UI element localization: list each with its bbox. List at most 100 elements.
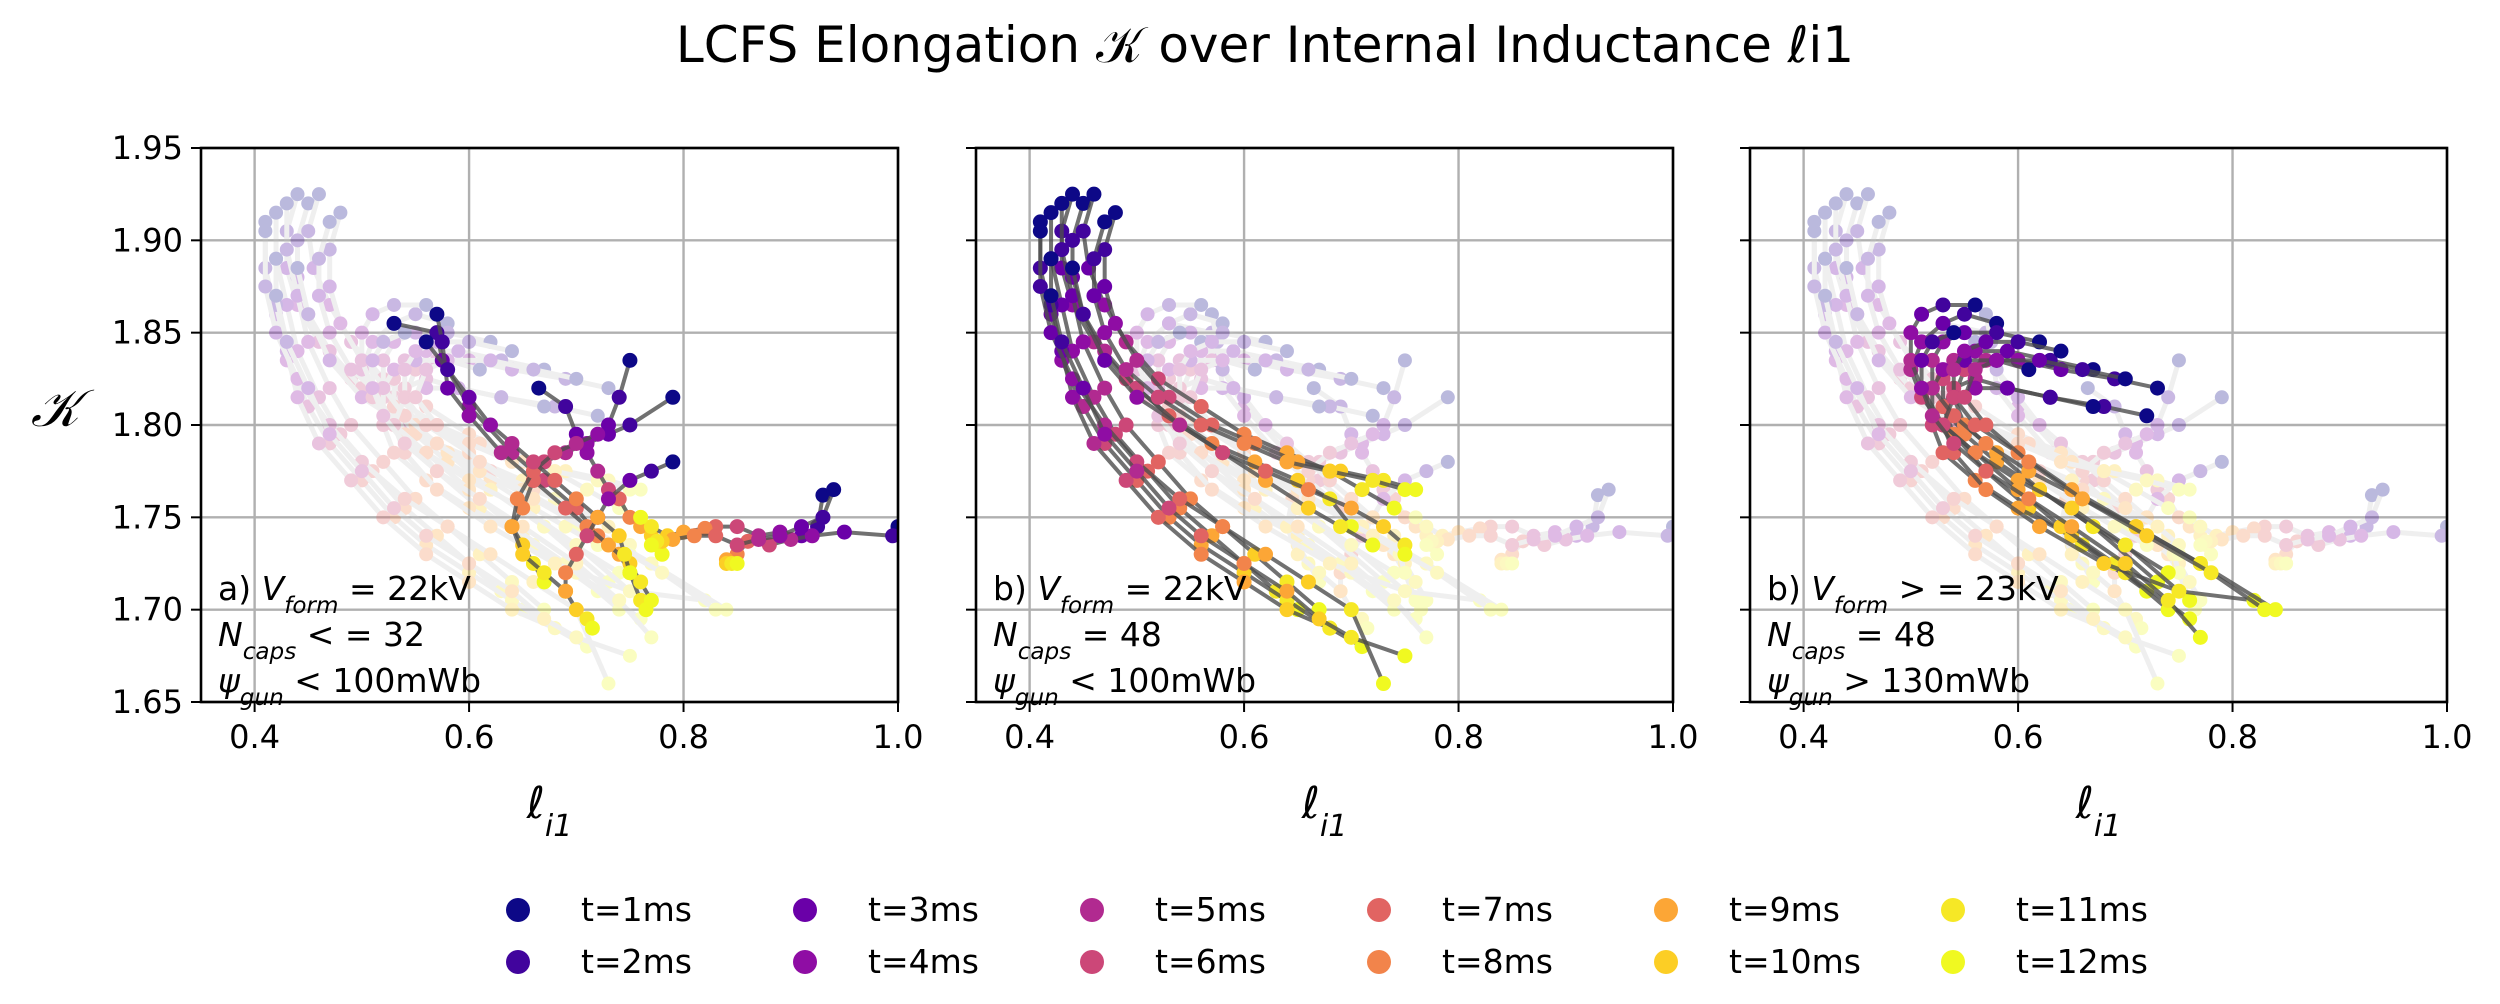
background-line	[380, 330, 653, 566]
background-point	[547, 556, 562, 571]
background-point	[2257, 528, 2272, 543]
background-line	[273, 295, 631, 659]
background-point	[1818, 325, 1833, 340]
data-point	[1397, 546, 1413, 562]
background-point	[1515, 534, 1530, 549]
background-point	[1408, 510, 1423, 525]
background-point	[601, 574, 616, 589]
data-point	[633, 574, 649, 590]
background-point	[2086, 565, 2101, 580]
background-point	[1936, 510, 1951, 525]
data-point	[579, 528, 595, 544]
background-line	[1414, 494, 1601, 539]
x-tick-label: 0.6	[1993, 718, 2044, 756]
background-point	[1215, 381, 1230, 396]
background-point	[558, 519, 573, 534]
background-point	[2150, 482, 2165, 497]
background-point	[2289, 534, 2304, 549]
data-point	[461, 408, 477, 424]
background-point	[1387, 390, 1402, 405]
background-point	[269, 307, 284, 322]
background-point	[397, 390, 412, 405]
background-point	[397, 501, 412, 516]
legend-label: t=3ms	[868, 890, 979, 929]
background-point	[504, 602, 519, 617]
data-point	[2139, 528, 2155, 544]
background-point	[1483, 519, 1498, 534]
background-point	[387, 362, 402, 377]
data-point	[536, 565, 552, 581]
legend-marker	[1941, 950, 1965, 974]
background-point	[1818, 307, 1833, 322]
background-point	[2193, 528, 2208, 543]
background-point	[429, 436, 444, 451]
background-point	[2182, 482, 2197, 497]
background-point	[2364, 510, 2379, 525]
background-point	[2053, 445, 2068, 460]
data-point	[1935, 362, 1951, 378]
background-point	[633, 482, 648, 497]
data-point	[2117, 371, 2133, 387]
panel-a-annotation-line: ψgun < 100mWb	[218, 661, 481, 711]
data-point	[1279, 602, 1295, 618]
data-point	[1193, 417, 1209, 433]
background-line	[1424, 488, 1611, 548]
background-point	[2139, 510, 2154, 525]
background-point	[2204, 547, 2219, 562]
data-point	[1065, 186, 1081, 202]
background-point	[1204, 334, 1219, 349]
data-point	[1129, 352, 1145, 368]
panel-b2-annotation-line: b) Vform > = 23kV	[1767, 569, 2059, 619]
background-point	[397, 353, 412, 368]
data-point	[2053, 343, 2069, 359]
background-point	[1151, 353, 1166, 368]
background-point	[1397, 418, 1412, 432]
background-point	[397, 427, 412, 442]
background-point	[301, 334, 316, 349]
background-point	[504, 362, 519, 377]
background-line	[370, 330, 654, 640]
data-point	[1978, 435, 1994, 451]
background-point	[322, 418, 337, 432]
background-point	[537, 611, 552, 626]
background-point	[333, 316, 348, 331]
background-point	[2225, 525, 2240, 540]
background-point	[1290, 538, 1305, 553]
series-3	[1054, 195, 1327, 618]
data-point	[1935, 417, 1951, 433]
background-point	[1494, 552, 1509, 567]
background-point	[408, 353, 423, 368]
background-point	[462, 427, 477, 442]
background-point	[2096, 491, 2111, 506]
background-point	[1387, 547, 1402, 562]
background-line	[2198, 488, 2385, 548]
background-point	[2171, 473, 2186, 488]
data-point	[654, 546, 670, 562]
background-point	[2043, 584, 2058, 599]
background-point	[1419, 556, 1434, 571]
background-point	[719, 602, 734, 617]
background-point	[1172, 353, 1187, 368]
background-point	[322, 325, 337, 340]
background-point	[2171, 353, 2186, 368]
data-point	[1236, 574, 1252, 590]
background-point	[1210, 353, 1225, 368]
y-tick-label: 1.70	[112, 591, 183, 629]
background-point	[2300, 528, 2315, 543]
background-point	[1548, 525, 1563, 540]
panels: 0.4 0.6 0.8 1.0 1.65 1.70 1.75 1.80 1.85 1.90 1.95…	[112, 129, 2473, 844]
data-point	[1914, 380, 1930, 396]
data-point	[1354, 482, 1370, 498]
background-point	[1660, 528, 1673, 543]
background-point	[1408, 611, 1423, 626]
background-point	[472, 501, 487, 516]
background-point	[1215, 353, 1230, 368]
background-line	[2272, 525, 2447, 566]
background-point	[387, 510, 402, 525]
background-point	[1957, 491, 1972, 506]
background-point	[397, 445, 412, 460]
background-point	[1183, 325, 1198, 340]
background-point	[1162, 316, 1177, 331]
background-point	[1839, 371, 1854, 386]
background-point	[1237, 399, 1252, 414]
